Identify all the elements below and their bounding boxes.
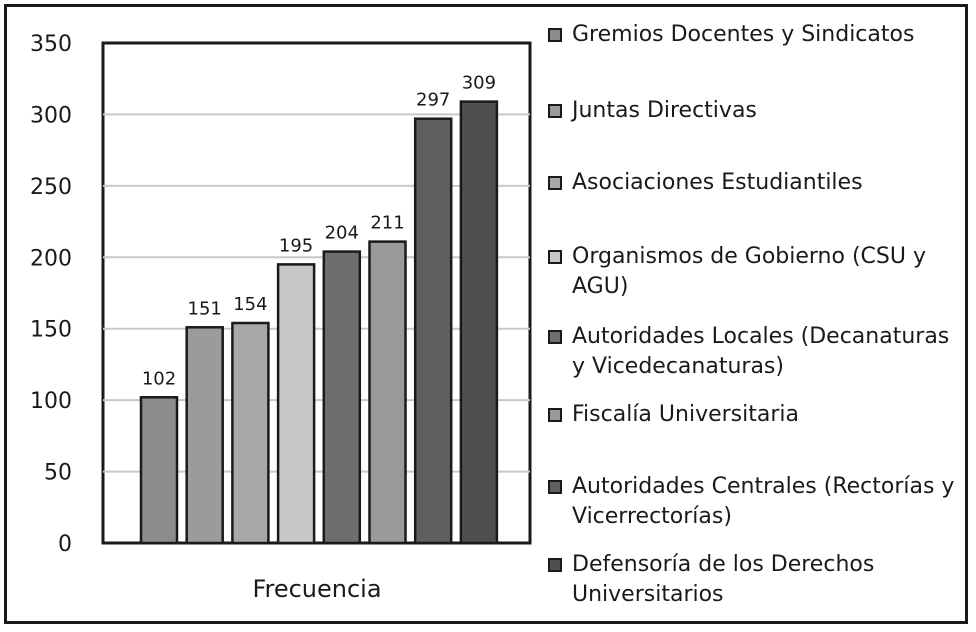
y-tick-label: 0 (58, 532, 72, 557)
bar (139, 396, 179, 545)
y-tick-label: 350 (30, 32, 72, 57)
bar-value-label: 154 (233, 294, 267, 315)
bar (459, 100, 499, 545)
legend-swatch (548, 28, 562, 42)
bar (185, 326, 224, 545)
legend-swatch (548, 558, 562, 572)
y-tick-label: 50 (44, 461, 72, 486)
bar (368, 240, 407, 545)
y-tick-label: 200 (30, 246, 72, 271)
bar (322, 250, 362, 545)
bar-value-label: 102 (142, 368, 176, 389)
legend-label: Autoridades Centrales (Rectorías y Vicer… (572, 474, 955, 529)
legend-swatch (548, 104, 562, 118)
legend-swatch (548, 480, 562, 494)
bar-value-label: 195 (279, 235, 313, 256)
legend-swatch (548, 330, 562, 344)
bars (139, 100, 499, 545)
legend-swatch (548, 176, 562, 190)
legend-label: Fiscalía Universitaria (572, 402, 799, 427)
legend-label: Gremios Docentes y Sindicatos (572, 22, 915, 47)
legend-label: Organismos de Gobierno (CSU y AGU) (572, 244, 926, 299)
y-tick-label: 300 (30, 103, 72, 128)
bar (413, 117, 453, 545)
legend-label: Juntas Directivas (572, 98, 757, 123)
legend-swatch (548, 408, 562, 422)
legend-label: Asociaciones Estudiantiles (572, 170, 863, 195)
data-labels: 102 151 154 195 204 211 297 309 (142, 73, 496, 390)
bar-value-label: 211 (370, 213, 404, 234)
bar (231, 321, 270, 545)
bar-value-label: 309 (462, 73, 496, 94)
y-axis: 0 50 100 150 200 250 300 350 (30, 32, 530, 557)
y-tick-label: 150 (30, 318, 72, 343)
bar-value-label: 151 (188, 298, 222, 319)
y-tick-label: 250 (30, 175, 72, 200)
legend-label: Autoridades Locales (Decanaturas y Viced… (572, 324, 950, 379)
y-tick-label: 100 (30, 389, 72, 414)
legend-label: Defensoría de los Derechos Universitario… (572, 552, 875, 607)
legend-swatch (548, 250, 562, 264)
bar-value-label: 297 (416, 90, 450, 111)
bar (276, 263, 316, 545)
x-category-label: Frecuencia (252, 575, 381, 603)
bar-value-label: 204 (325, 223, 359, 244)
